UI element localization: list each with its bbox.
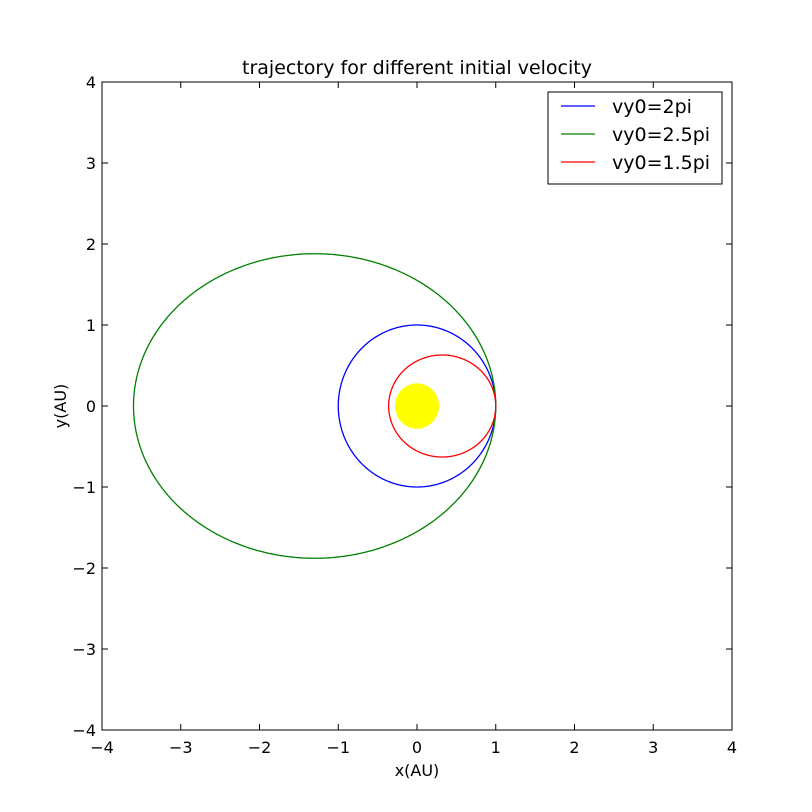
y-tick-label: 3 [86, 154, 96, 173]
x-axis-label: x(AU) [395, 761, 440, 780]
y-tick-label: 4 [86, 73, 96, 92]
chart-title: trajectory for different initial velocit… [242, 57, 592, 79]
sun-marker [394, 383, 440, 429]
x-tick-label: 1 [491, 738, 501, 757]
trajectory-line-2 [387, 354, 497, 458]
x-tick-label: 4 [727, 738, 737, 757]
legend-label-0: vy0=2pi [612, 96, 692, 118]
series-layer [132, 253, 497, 559]
trajectory-line-0 [337, 324, 497, 488]
legend-label-2: vy0=1.5pi [612, 152, 710, 174]
x-tick-label: −3 [169, 738, 193, 757]
x-tick-label: 3 [648, 738, 658, 757]
x-tick-label: −1 [326, 738, 350, 757]
plot-area: −4 −3 −2 −1 0 1 2 3 4 −4 −3 −2 −1 0 1 2 3 4 [72, 73, 737, 757]
y-tick-label: −1 [72, 478, 96, 497]
y-tick-label: −3 [72, 640, 96, 659]
x-tick-label: 2 [569, 738, 579, 757]
y-tick-label: 0 [86, 397, 96, 416]
x-tick-label: 0 [412, 738, 422, 757]
tick-layer: −4 −3 −2 −1 0 1 2 3 4 −4 −3 −2 −1 0 1 2 3 4 [72, 73, 737, 757]
y-tick-label: 2 [86, 235, 96, 254]
y-axis-label: y(AU) [51, 384, 70, 429]
legend: vy0=2pi vy0=2.5pi vy0=1.5pi [547, 91, 723, 185]
trajectory-line-1 [132, 253, 497, 559]
y-tick-label: −4 [72, 721, 96, 740]
x-tick-label: −2 [248, 738, 272, 757]
x-tick-label: −4 [90, 738, 114, 757]
legend-box [547, 91, 723, 185]
y-tick-label: 1 [86, 316, 96, 335]
legend-label-1: vy0=2.5pi [612, 124, 710, 146]
legend-items: vy0=2pi vy0=2.5pi vy0=1.5pi [561, 96, 710, 174]
y-tick-label: −2 [72, 559, 96, 578]
